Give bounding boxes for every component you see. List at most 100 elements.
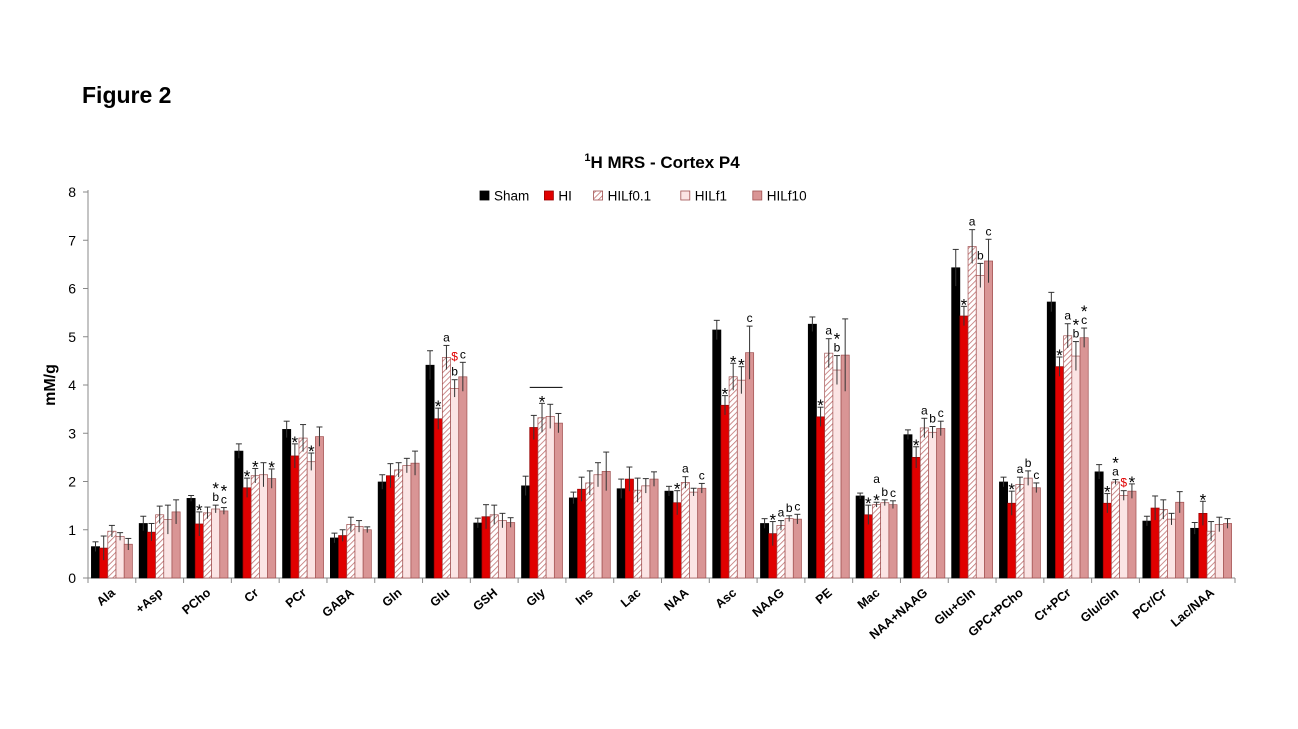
x-tick-label: NAA [662, 586, 692, 614]
y-tick-label: 6 [68, 281, 76, 297]
bar [458, 376, 468, 579]
bar [760, 523, 770, 579]
x-tick-label: PCho [179, 585, 213, 617]
annotation-mark: * [722, 385, 729, 404]
bar [824, 352, 834, 579]
bar [792, 518, 802, 579]
bar [298, 437, 308, 579]
annotation-mark: c [747, 311, 753, 325]
annotation-mark: * [196, 501, 203, 520]
annotation-mark: a [1017, 462, 1024, 476]
annotation-mark: * [1081, 302, 1088, 321]
y-tick-label: 4 [68, 377, 76, 393]
bar [1055, 366, 1064, 579]
bar [888, 504, 898, 579]
bar [728, 376, 738, 579]
annotation-mark: * [1008, 480, 1015, 499]
bar [1158, 509, 1168, 579]
bar [346, 524, 356, 579]
bar [664, 490, 674, 579]
legend-label: HI [558, 189, 572, 204]
x-tick-label: PE [813, 586, 835, 607]
annotation-mark: * [873, 491, 880, 510]
bar [784, 518, 794, 579]
annotation-mark: * [1200, 490, 1207, 509]
bar [553, 422, 563, 579]
bar [1015, 484, 1025, 579]
annotation-mark: * [1104, 483, 1111, 502]
bars [91, 229, 1232, 579]
x-tick-label: PCr/Cr [1130, 585, 1169, 621]
bar [450, 388, 460, 579]
bar [219, 510, 229, 579]
bar [1111, 481, 1120, 579]
bar [425, 364, 435, 579]
bar [1190, 527, 1200, 579]
bar [259, 474, 268, 579]
annotation-mark: a [778, 506, 785, 520]
bar [410, 462, 420, 579]
bar [616, 488, 626, 579]
annotation-mark: c [1081, 313, 1087, 327]
bar [545, 416, 555, 579]
bar [402, 465, 412, 579]
annotation-mark: b [881, 485, 888, 499]
annotation-mark: c [221, 493, 227, 507]
annotation-mark: b [977, 248, 984, 262]
y-tick-label: 8 [68, 184, 76, 200]
annotation-mark: * [308, 442, 315, 461]
bar [807, 323, 817, 579]
annotation-mark: * [834, 330, 841, 349]
legend-swatch [479, 190, 490, 201]
chart-title: 1H MRS - Cortex P4 [584, 152, 740, 172]
legend-swatch [680, 190, 691, 201]
bar [377, 481, 387, 579]
bar [394, 469, 404, 579]
annotation-mark: c [1033, 468, 1039, 482]
bar [1102, 502, 1112, 579]
annotation-mark: * [539, 392, 546, 411]
bar [624, 478, 634, 579]
legend-label: HILf1 [695, 189, 727, 204]
bar [959, 315, 969, 579]
bar [362, 529, 372, 579]
annotation-mark: * [913, 436, 920, 455]
bar [1031, 487, 1041, 579]
x-tick-label: Gln [380, 586, 405, 610]
annotation-mark: a [825, 324, 832, 338]
bar [928, 431, 938, 579]
annotation-mark: c [460, 347, 466, 361]
annotation-mark: * [212, 479, 219, 498]
x-tick-label: +Asp [133, 585, 166, 616]
annotation-mark: * [817, 396, 824, 415]
bar [936, 428, 946, 579]
x-tick-label: NAAG [750, 586, 787, 620]
legend-swatch [544, 190, 554, 201]
annotation-mark: b [212, 490, 219, 504]
annotation-mark: * [435, 397, 442, 416]
bar [354, 526, 364, 579]
bar [441, 357, 451, 579]
x-tick-label: Lac [618, 586, 644, 611]
x-tick-label: GSH [470, 586, 500, 614]
annotation-mark: b [451, 365, 458, 379]
bar [911, 457, 921, 579]
x-tick-label: Glu/Gln [1078, 586, 1122, 626]
bar [680, 482, 690, 579]
bar [107, 530, 117, 579]
bar [529, 427, 539, 579]
x-tick-label: Glu [427, 586, 452, 610]
chart-title-main: H MRS - Cortex P4 [590, 153, 740, 172]
bar [315, 436, 324, 579]
bar [306, 461, 316, 579]
annotation-mark: * [674, 480, 681, 499]
bar [577, 488, 587, 579]
annotation-mark: $ [451, 350, 458, 364]
x-tick-label: Gly [524, 586, 548, 610]
bar [984, 260, 993, 579]
figure-label: Figure 2 [82, 82, 172, 108]
bar [473, 522, 483, 579]
annotation-mark: * [1073, 316, 1080, 335]
annotation-mark: c [986, 224, 992, 238]
bar [433, 418, 443, 579]
